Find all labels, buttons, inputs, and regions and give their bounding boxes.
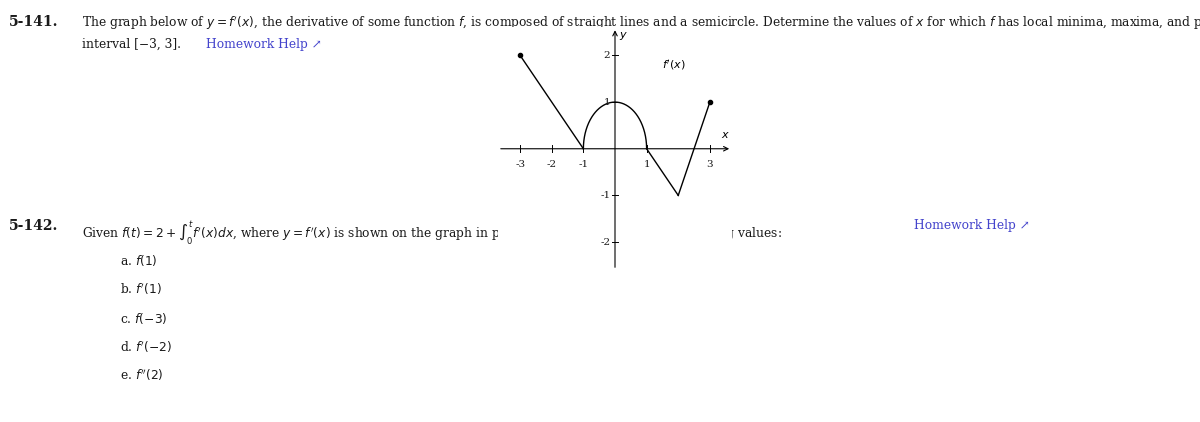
Text: $f'(x)$: $f'(x)$ (662, 58, 686, 72)
Text: Homework Help ↗: Homework Help ↗ (914, 219, 1031, 233)
Text: interval [−3, 3].: interval [−3, 3]. (82, 38, 181, 51)
Text: 5-142.: 5-142. (8, 219, 58, 233)
Text: -1: -1 (600, 191, 611, 200)
Text: -2: -2 (547, 160, 557, 169)
Text: e. $f''(2)$: e. $f''(2)$ (120, 368, 163, 384)
Text: d. $f'(-2)$: d. $f'(-2)$ (120, 339, 172, 355)
Text: Given $f(t) = 2 + \int_0^t f'(x)dx$, where $y = f'(x)$ is shown on the graph in : Given $f(t) = 2 + \int_0^t f'(x)dx$, whe… (82, 219, 781, 247)
Text: a. $f(1)$: a. $f(1)$ (120, 253, 157, 268)
Text: -2: -2 (600, 238, 611, 246)
Text: 2: 2 (604, 51, 611, 60)
Text: -3: -3 (515, 160, 526, 169)
Text: b. $f'(1)$: b. $f'(1)$ (120, 282, 162, 298)
Text: -1: -1 (578, 160, 588, 169)
Text: The graph below of $y = f'(x)$, the derivative of some function $f$, is composed: The graph below of $y = f'(x)$, the deri… (82, 15, 1200, 32)
Text: 5-141.: 5-141. (8, 15, 58, 29)
Text: 1: 1 (643, 160, 650, 169)
Text: $x$: $x$ (721, 130, 731, 141)
Text: c. $f(-3)$: c. $f(-3)$ (120, 311, 168, 326)
Text: Homework Help ↗: Homework Help ↗ (206, 38, 323, 51)
Text: 1: 1 (604, 97, 611, 107)
Text: $y$: $y$ (619, 30, 628, 42)
Text: 3: 3 (707, 160, 713, 169)
